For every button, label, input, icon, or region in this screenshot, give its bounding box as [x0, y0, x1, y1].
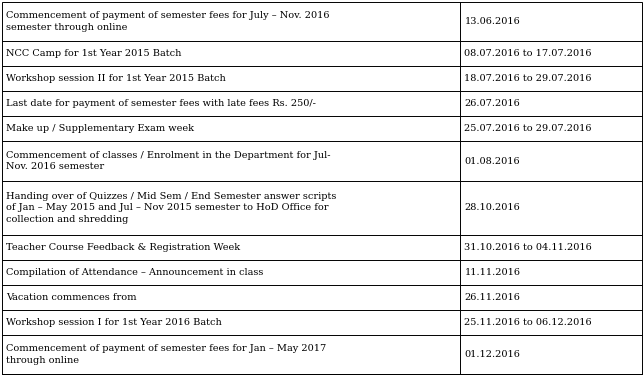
Text: Make up / Supplementary Exam week: Make up / Supplementary Exam week: [6, 124, 194, 133]
Text: Teacher Course Feedback & Registration Week: Teacher Course Feedback & Registration W…: [6, 243, 240, 252]
Text: Compilation of Attendance – Announcement in class: Compilation of Attendance – Announcement…: [6, 268, 263, 277]
Text: Commencement of classes / Enrolment in the Department for Jul-
Nov. 2016 semeste: Commencement of classes / Enrolment in t…: [6, 151, 330, 171]
Text: Last date for payment of semester fees with late fees Rs. 250/-: Last date for payment of semester fees w…: [6, 99, 316, 108]
Text: 25.07.2016 to 29.07.2016: 25.07.2016 to 29.07.2016: [464, 124, 592, 133]
Text: NCC Camp for 1st Year 2015 Batch: NCC Camp for 1st Year 2015 Batch: [6, 49, 182, 58]
Text: 31.10.2016 to 04.11.2016: 31.10.2016 to 04.11.2016: [464, 243, 592, 252]
Text: Handing over of Quizzes / Mid Sem / End Semester answer scripts
of Jan – May 201: Handing over of Quizzes / Mid Sem / End …: [6, 192, 336, 224]
Text: 26.07.2016: 26.07.2016: [464, 99, 520, 108]
Text: Workshop session II for 1st Year 2015 Batch: Workshop session II for 1st Year 2015 Ba…: [6, 74, 226, 83]
Text: 11.11.2016: 11.11.2016: [464, 268, 520, 277]
Text: 26.11.2016: 26.11.2016: [464, 293, 520, 302]
Text: 25.11.2016 to 06.12.2016: 25.11.2016 to 06.12.2016: [464, 318, 592, 327]
Text: Commencement of payment of semester fees for Jan – May 2017
through online: Commencement of payment of semester fees…: [6, 344, 327, 365]
Text: 01.12.2016: 01.12.2016: [464, 350, 520, 359]
Text: 01.08.2016: 01.08.2016: [464, 157, 520, 165]
Text: 18.07.2016 to 29.07.2016: 18.07.2016 to 29.07.2016: [464, 74, 592, 83]
Text: 28.10.2016: 28.10.2016: [464, 203, 520, 212]
Text: 08.07.2016 to 17.07.2016: 08.07.2016 to 17.07.2016: [464, 49, 592, 58]
Text: Vacation commences from: Vacation commences from: [6, 293, 137, 302]
Text: 13.06.2016: 13.06.2016: [464, 17, 520, 26]
Text: Workshop session I for 1st Year 2016 Batch: Workshop session I for 1st Year 2016 Bat…: [6, 318, 222, 327]
Text: Commencement of payment of semester fees for July – Nov. 2016
semester through o: Commencement of payment of semester fees…: [6, 11, 330, 32]
